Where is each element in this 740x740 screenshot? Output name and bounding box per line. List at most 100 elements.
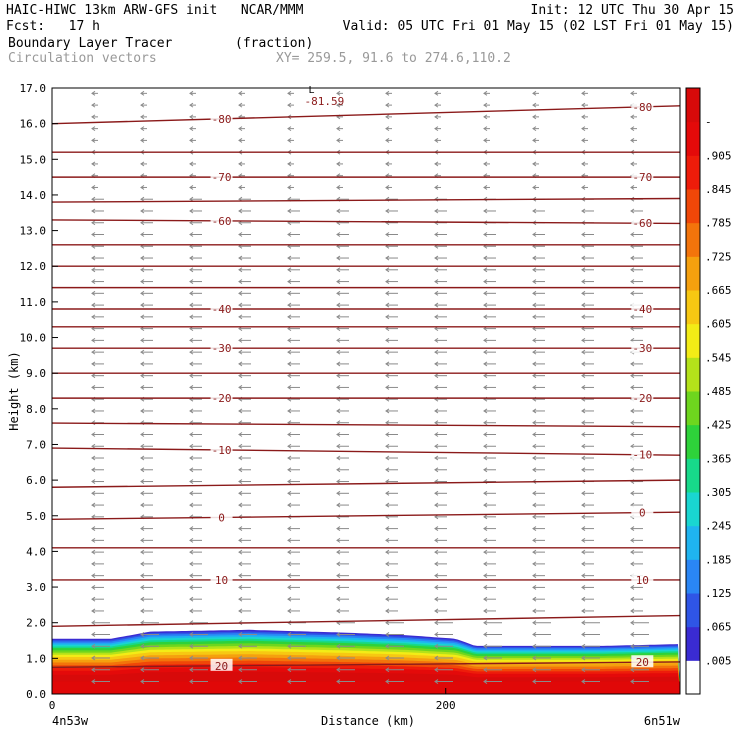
vector-arrowhead bbox=[140, 373, 145, 379]
vector-arrowhead bbox=[483, 302, 488, 308]
colorbar-swatch bbox=[686, 323, 700, 358]
vector-arrowhead bbox=[630, 561, 635, 567]
vector-arrowhead bbox=[189, 337, 194, 343]
vector-arrowhead bbox=[287, 608, 292, 614]
colorbar-frame bbox=[685, 87, 701, 695]
colorbar-label: .305 bbox=[705, 486, 732, 499]
vector-arrowhead bbox=[336, 655, 341, 661]
contour-label: -80 bbox=[212, 113, 232, 126]
vector-arrowhead bbox=[140, 679, 145, 684]
y-tick-label: 10.0 bbox=[20, 332, 47, 345]
vector-arrowhead bbox=[581, 490, 586, 496]
vector-arrowhead bbox=[336, 126, 341, 132]
vector-arrowhead bbox=[385, 349, 390, 355]
vector-arrowhead bbox=[483, 643, 488, 649]
vector-arrowhead bbox=[434, 102, 439, 108]
vector-arrowhead bbox=[287, 279, 292, 284]
vector-arrowhead bbox=[189, 137, 194, 143]
vector-arrowhead bbox=[532, 90, 537, 96]
contour-label-bg bbox=[631, 572, 654, 585]
vector-arrowhead bbox=[140, 526, 145, 532]
vector-arrowhead bbox=[140, 302, 145, 308]
vector-arrowhead bbox=[140, 126, 145, 132]
vector-arrowhead bbox=[189, 561, 194, 567]
contour-label-bg bbox=[210, 572, 233, 585]
vector-arrowhead bbox=[630, 643, 635, 649]
vector-arrowhead bbox=[287, 561, 292, 567]
colorbar-label: .125 bbox=[705, 587, 732, 600]
vector-arrowhead bbox=[385, 467, 390, 473]
vector-arrowhead bbox=[532, 255, 537, 261]
vector-arrowhead bbox=[189, 667, 194, 673]
vector-arrowhead bbox=[91, 373, 96, 379]
vector-arrowhead bbox=[385, 114, 390, 120]
vector-arrowhead bbox=[336, 526, 341, 532]
vector-arrowhead bbox=[581, 255, 586, 261]
vector-arrowhead bbox=[483, 608, 488, 614]
contour-label: 0 bbox=[218, 511, 225, 524]
vector-arrowhead bbox=[630, 267, 635, 273]
vector-arrowhead bbox=[287, 137, 292, 143]
vector-arrowhead bbox=[385, 255, 390, 261]
vector-arrowhead bbox=[189, 90, 194, 96]
vector-arrowhead bbox=[189, 279, 194, 284]
vector-arrowhead bbox=[336, 185, 341, 190]
vector-arrowhead bbox=[336, 279, 341, 284]
vector-arrowhead bbox=[630, 526, 635, 532]
vector-arrowhead bbox=[238, 490, 243, 496]
vector-arrowhead bbox=[238, 126, 243, 132]
vector-arrowhead bbox=[630, 667, 635, 673]
colorbar-swatch bbox=[686, 88, 700, 123]
y-tick-label: 13.0 bbox=[20, 225, 47, 238]
temperature-contour bbox=[51, 197, 681, 203]
vector-arrowhead bbox=[91, 561, 96, 567]
vector-arrowhead bbox=[140, 608, 145, 614]
vector-arrowhead bbox=[483, 632, 488, 637]
vector-arrowhead bbox=[189, 408, 194, 414]
vector-arrowhead bbox=[532, 232, 537, 237]
vector-arrowhead bbox=[483, 443, 488, 449]
vector-arrowhead bbox=[91, 667, 96, 673]
vector-arrowhead bbox=[287, 584, 292, 590]
vector-arrowhead bbox=[238, 467, 243, 473]
vector-arrowhead bbox=[630, 467, 635, 473]
colorbar-swatch bbox=[686, 290, 700, 325]
vector-arrowhead bbox=[336, 232, 341, 237]
vector-arrowhead bbox=[532, 443, 537, 449]
vector-arrowhead bbox=[189, 573, 194, 579]
vector-arrowhead bbox=[385, 290, 390, 296]
vector-arrowhead bbox=[238, 667, 243, 673]
vector-arrowhead bbox=[581, 455, 586, 461]
vector-arrowhead bbox=[287, 596, 292, 602]
vector-arrowhead bbox=[434, 361, 439, 367]
vector-arrowhead bbox=[238, 302, 243, 308]
vector-arrowhead bbox=[532, 490, 537, 496]
vector-arrowhead bbox=[140, 290, 145, 296]
vector-arrowhead bbox=[630, 608, 635, 614]
vector-arrowhead bbox=[91, 90, 96, 96]
vector-arrowhead bbox=[91, 220, 96, 226]
vector-arrowhead bbox=[483, 161, 488, 167]
vector-arrowhead bbox=[434, 232, 439, 237]
vector-arrowhead bbox=[581, 90, 586, 96]
vector-arrowhead bbox=[434, 549, 439, 555]
vector-arrowhead bbox=[434, 632, 439, 637]
vector-arrowhead bbox=[483, 667, 488, 673]
vector-arrowhead bbox=[189, 455, 194, 461]
vector-arrowhead bbox=[287, 161, 292, 167]
vector-arrowhead bbox=[238, 479, 243, 484]
vector-arrowhead bbox=[581, 349, 586, 355]
vector-arrowhead bbox=[581, 608, 586, 614]
vector-arrowhead bbox=[336, 290, 341, 296]
vector-arrowhead bbox=[581, 655, 586, 661]
vector-arrowhead bbox=[140, 490, 145, 496]
vector-arrowhead bbox=[189, 479, 194, 484]
colorbar-label: .905 bbox=[705, 149, 732, 162]
colorbar-label: .185 bbox=[705, 553, 732, 566]
y-tick-label: 4.0 bbox=[26, 545, 46, 558]
vector-arrowhead bbox=[532, 514, 537, 520]
vector-arrowhead bbox=[287, 632, 292, 637]
contour-label: -60 bbox=[632, 217, 652, 230]
field-name: Boundary Layer Tracer (fraction) bbox=[8, 36, 314, 51]
vector-arrowhead bbox=[140, 255, 145, 261]
